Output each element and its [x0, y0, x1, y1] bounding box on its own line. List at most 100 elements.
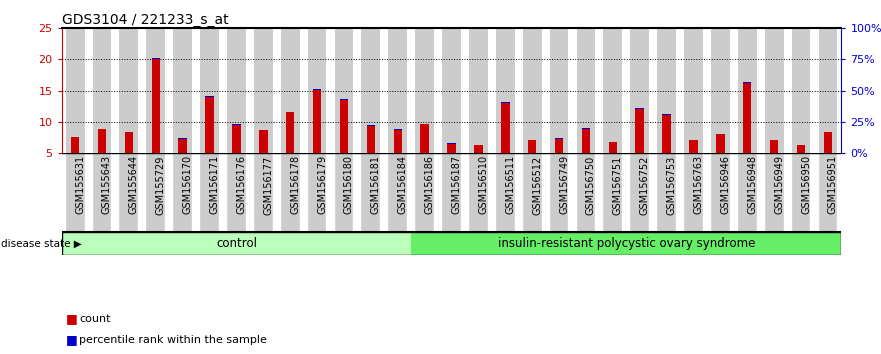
Text: percentile rank within the sample: percentile rank within the sample	[79, 335, 267, 345]
Text: GSM156178: GSM156178	[290, 155, 300, 215]
Bar	[420, 124, 429, 153]
Text: ■: ■	[66, 333, 78, 346]
Text: control: control	[216, 237, 257, 250]
Bar	[307, 153, 327, 232]
Bar	[389, 153, 407, 232]
Text: GSM156186: GSM156186	[425, 155, 434, 214]
Bar	[259, 130, 268, 131]
Bar	[200, 153, 219, 232]
Bar	[581, 129, 590, 153]
Bar	[738, 28, 757, 153]
Text: GSM156512: GSM156512	[532, 155, 542, 215]
Text: GSM156511: GSM156511	[506, 155, 515, 215]
Bar	[474, 145, 483, 153]
Bar	[576, 153, 596, 232]
Bar	[716, 133, 724, 134]
Bar	[389, 28, 407, 153]
Bar	[635, 109, 644, 153]
Text: GSM156753: GSM156753	[667, 155, 677, 215]
Text: GSM156949: GSM156949	[774, 155, 784, 214]
Text: GSM156179: GSM156179	[317, 155, 327, 215]
Bar	[496, 28, 515, 153]
Bar	[555, 138, 563, 139]
Bar	[120, 153, 138, 232]
Bar	[313, 90, 322, 153]
Bar	[442, 153, 461, 232]
Bar	[411, 232, 841, 255]
Bar	[366, 126, 375, 153]
Bar	[765, 28, 783, 153]
Bar	[528, 140, 537, 141]
Bar	[174, 153, 192, 232]
Bar	[146, 28, 165, 153]
Bar	[227, 153, 246, 232]
Bar	[581, 128, 590, 129]
Text: GSM155644: GSM155644	[129, 155, 139, 215]
Bar	[657, 28, 676, 153]
Text: GSM156951: GSM156951	[828, 155, 838, 215]
Bar	[689, 141, 698, 153]
Bar	[609, 142, 617, 153]
Text: insulin-resistant polycystic ovary syndrome: insulin-resistant polycystic ovary syndr…	[498, 237, 755, 250]
Bar	[286, 113, 294, 153]
Text: GSM156749: GSM156749	[559, 155, 569, 215]
Bar	[522, 28, 542, 153]
Bar	[313, 89, 322, 90]
Bar	[796, 145, 805, 153]
Text: GSM156176: GSM156176	[236, 155, 247, 215]
Bar	[146, 153, 165, 232]
Text: GSM156171: GSM156171	[210, 155, 219, 215]
Bar	[770, 141, 779, 153]
Bar	[496, 153, 515, 232]
Bar	[340, 99, 348, 100]
Bar	[66, 28, 85, 153]
Bar	[684, 28, 703, 153]
Bar	[366, 125, 375, 126]
Bar	[555, 139, 563, 153]
Bar	[120, 28, 138, 153]
Bar	[501, 102, 509, 103]
Bar	[340, 100, 348, 153]
Bar	[550, 153, 568, 232]
Bar	[98, 129, 107, 153]
Bar	[415, 28, 434, 153]
Bar	[394, 129, 402, 130]
Bar	[233, 124, 241, 125]
Bar	[233, 125, 241, 153]
Text: GSM156170: GSM156170	[182, 155, 193, 215]
Bar	[770, 140, 779, 141]
Bar	[522, 153, 542, 232]
Bar	[792, 28, 811, 153]
Bar	[124, 132, 133, 153]
Bar	[711, 28, 729, 153]
Bar	[152, 58, 160, 59]
Bar	[689, 140, 698, 141]
Text: GSM156752: GSM156752	[640, 155, 649, 215]
Bar	[818, 28, 837, 153]
Text: GSM156751: GSM156751	[613, 155, 623, 215]
Text: ■: ■	[66, 312, 78, 325]
Bar	[792, 153, 811, 232]
Bar	[205, 96, 214, 97]
Bar	[442, 28, 461, 153]
Bar	[254, 28, 273, 153]
Bar	[152, 59, 160, 153]
Bar	[93, 153, 111, 232]
Text: GSM156510: GSM156510	[478, 155, 488, 215]
Bar	[765, 153, 783, 232]
Bar	[62, 232, 411, 255]
Bar	[200, 28, 219, 153]
Bar	[259, 131, 268, 153]
Bar	[361, 28, 381, 153]
Text: GSM156948: GSM156948	[747, 155, 758, 214]
Bar	[448, 144, 455, 153]
Text: GSM156946: GSM156946	[721, 155, 730, 214]
Bar	[635, 108, 644, 109]
Bar	[174, 28, 192, 153]
Bar	[716, 134, 724, 153]
Bar	[93, 28, 111, 153]
Bar	[603, 153, 622, 232]
Bar	[630, 153, 649, 232]
Bar	[711, 153, 729, 232]
Bar	[550, 28, 568, 153]
